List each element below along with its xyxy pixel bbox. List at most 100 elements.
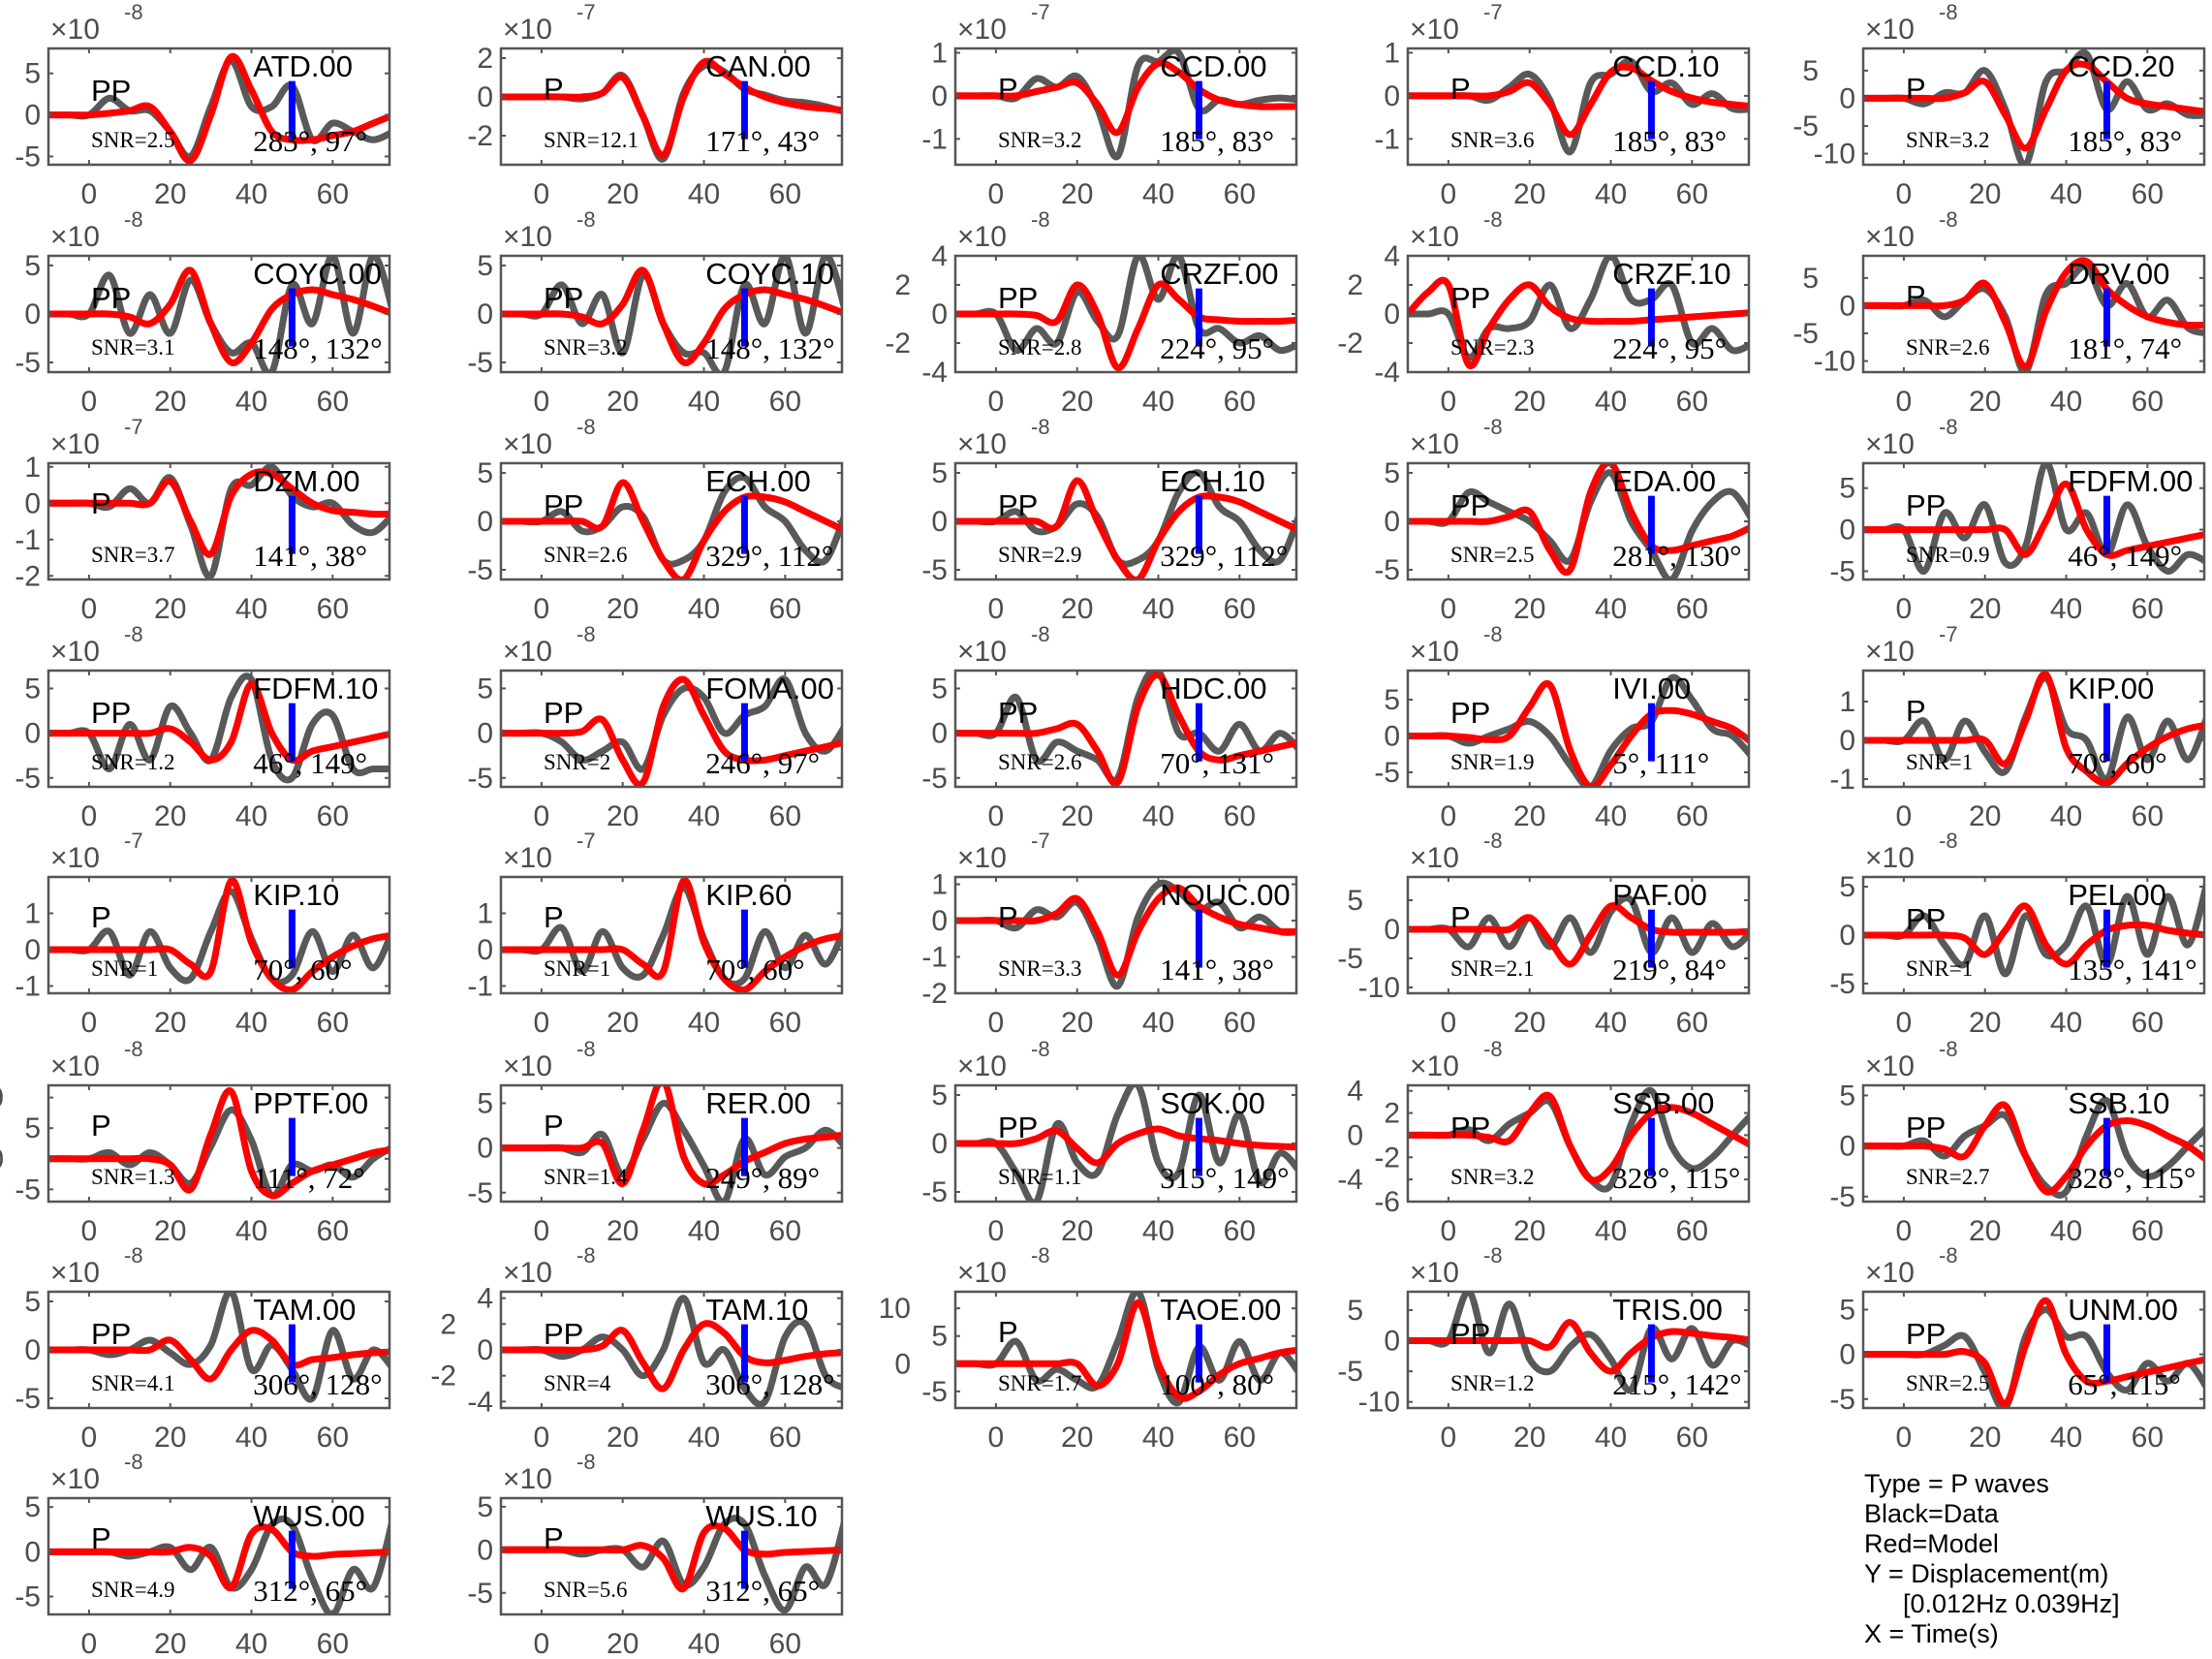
snr-label: SNR=3.2 — [998, 128, 1081, 152]
subplot-hdc-00: ×10 -8 0 20 40 60 -5 0 5 PP HDC.00 SNR=2.6 70°, 131° — [921, 622, 1298, 832]
subplot-atd-00: ×10 -8 0 20 40 60 -5 0 5 PP ATD.00 SNR=2.5 283°, 97° — [15, 0, 391, 210]
subplot-rer-00: ×10 -8 0 20 40 60 -5 0 5 P RER.00 SNR=1.4 249°, 89° — [467, 1037, 844, 1247]
data-waveform — [1863, 879, 2204, 978]
y-tick-label: 0 — [477, 1334, 493, 1366]
x-tick-label: 0 — [1441, 178, 1457, 210]
model-waveform — [501, 479, 842, 579]
station-name: PPTF.00 — [253, 1086, 368, 1120]
x-tick-label: 20 — [1969, 593, 2001, 625]
y-tick-label: -5 — [1792, 110, 1819, 142]
phase-label: P — [544, 1521, 564, 1555]
snr-label: SNR=5.6 — [544, 1578, 627, 1602]
phase-label: PP — [1906, 902, 1946, 936]
y-multiplier-label: ×10 — [1410, 1257, 1459, 1289]
y-tick-label: 2 — [440, 1308, 456, 1340]
y-multiplier-label: ×10 — [50, 1463, 100, 1495]
axes-box — [499, 1496, 844, 1616]
x-tick-label: 40 — [235, 1422, 267, 1454]
azimuth-distance-label: 224°, 95° — [1160, 331, 1274, 365]
azimuth-distance-label: 281°, 130° — [1612, 539, 1741, 573]
y-tick-label: -5 — [15, 763, 41, 795]
azimuth-distance-label: 312°, 65° — [705, 1574, 820, 1608]
y-tick-label: 0 — [477, 718, 493, 750]
y-exponent-label: -7 — [124, 415, 143, 439]
x-tick-label: 60 — [317, 593, 349, 625]
x-tick-label: 60 — [1224, 1215, 1256, 1247]
y-tick-label: -5 — [1829, 1181, 1855, 1213]
y-tick-label: -1 — [921, 123, 948, 155]
x-tick-label: 40 — [1142, 178, 1174, 210]
x-tick-label: 60 — [769, 178, 801, 210]
y-tick-label: -6 — [1374, 1186, 1400, 1218]
y-tick-label: 5 — [931, 1080, 948, 1111]
y-tick-label: 5 — [1802, 55, 1819, 87]
x-tick-label: 60 — [769, 1422, 801, 1454]
y-exponent-label: -8 — [1031, 622, 1050, 646]
x-tick-label: 40 — [688, 1215, 720, 1247]
axes-box — [1861, 1083, 2206, 1204]
y-tick-label: 5 — [931, 457, 948, 489]
subplot-coyc-00: ×10 -8 0 20 40 60 -5 0 5 PP COYC.00 SNR=3.1 148°, 13… — [15, 207, 391, 418]
snr-label: SNR=2.5 — [1906, 1371, 1989, 1395]
x-tick-label: 60 — [769, 1007, 801, 1039]
y-exponent-label: -8 — [576, 1450, 596, 1474]
y-exponent-label: -8 — [576, 207, 596, 232]
y-tick-label: -2 — [467, 120, 493, 152]
y-tick-label: 0 — [24, 934, 41, 966]
y-exponent-label: -8 — [124, 1450, 143, 1474]
x-tick-label: 0 — [81, 1215, 98, 1247]
y-tick-label: -2 — [921, 978, 948, 1010]
y-tick-label: 1 — [931, 37, 948, 69]
y-multiplier-label: ×10 — [1410, 14, 1459, 46]
y-tick-label: 5 — [1347, 885, 1363, 917]
station-name: CRZF.10 — [1612, 257, 1730, 291]
y-tick-label: 2 — [1347, 269, 1363, 301]
y-tick-label: 5 — [24, 58, 41, 90]
x-tick-label: 20 — [154, 1215, 186, 1247]
axes-box — [1861, 669, 2206, 789]
y-tick-label: -2 — [885, 328, 911, 360]
snr-label: SNR=4.9 — [91, 1578, 174, 1602]
y-tick-label: 0 — [1839, 515, 1855, 547]
y-exponent-label: -8 — [1483, 207, 1503, 232]
station-name: KIP.60 — [705, 878, 792, 912]
x-tick-label: 20 — [1513, 1422, 1545, 1454]
x-tick-label: 0 — [1441, 386, 1457, 418]
azimuth-distance-label: 329°, 112° — [1160, 539, 1288, 573]
subplot-ccd-10: ×10 -7 0 20 40 60 -1 0 1 P CCD.10 SNR=3.6 185°, 83° — [1374, 0, 1751, 210]
snr-label: SNR=3.1 — [91, 335, 174, 360]
y-tick-label: 5 — [1839, 871, 1855, 903]
x-tick-label: 60 — [1224, 178, 1256, 210]
y-tick-label: -5 — [15, 1383, 41, 1415]
axes-box — [47, 669, 391, 789]
x-tick-label: 20 — [1969, 178, 2001, 210]
x-tick-label: 60 — [1676, 1215, 1708, 1247]
phase-label: PP — [91, 74, 131, 108]
axes-box — [1861, 254, 2206, 374]
x-tick-label: 60 — [1224, 593, 1256, 625]
model-waveform — [48, 1087, 389, 1200]
station-name: FDFM.10 — [253, 672, 378, 705]
data-waveform — [501, 474, 842, 568]
y-multiplier-label: ×10 — [503, 842, 552, 874]
x-tick-label: 0 — [534, 1422, 550, 1454]
model-waveform — [1863, 671, 2204, 787]
station-name: SOK.00 — [1160, 1086, 1265, 1120]
y-multiplier-label: ×10 — [957, 1257, 1007, 1289]
station-name: FDFM.00 — [2068, 464, 2193, 498]
x-tick-label: 0 — [1896, 1422, 1913, 1454]
station-name: CCD.10 — [1612, 49, 1719, 83]
y-exponent-label: -8 — [1031, 1243, 1050, 1268]
legend-line: Y = Displacement(m) — [1864, 1559, 2108, 1588]
y-tick-label: 0 — [1839, 1131, 1855, 1163]
subplot-eda-00: ×10 -8 0 20 40 60 -5 0 5 PP EDA.00 SNR=2.5 281°, 130… — [1374, 415, 1751, 625]
azimuth-distance-label: 224°, 95° — [1612, 331, 1727, 365]
x-tick-label: 40 — [1595, 1007, 1627, 1039]
y-tick-label: -5 — [467, 1578, 493, 1610]
phase-label: P — [91, 1521, 111, 1555]
azimuth-distance-label: 312°, 65° — [253, 1574, 367, 1608]
x-tick-label: 20 — [607, 800, 639, 832]
x-tick-label: 40 — [688, 800, 720, 832]
